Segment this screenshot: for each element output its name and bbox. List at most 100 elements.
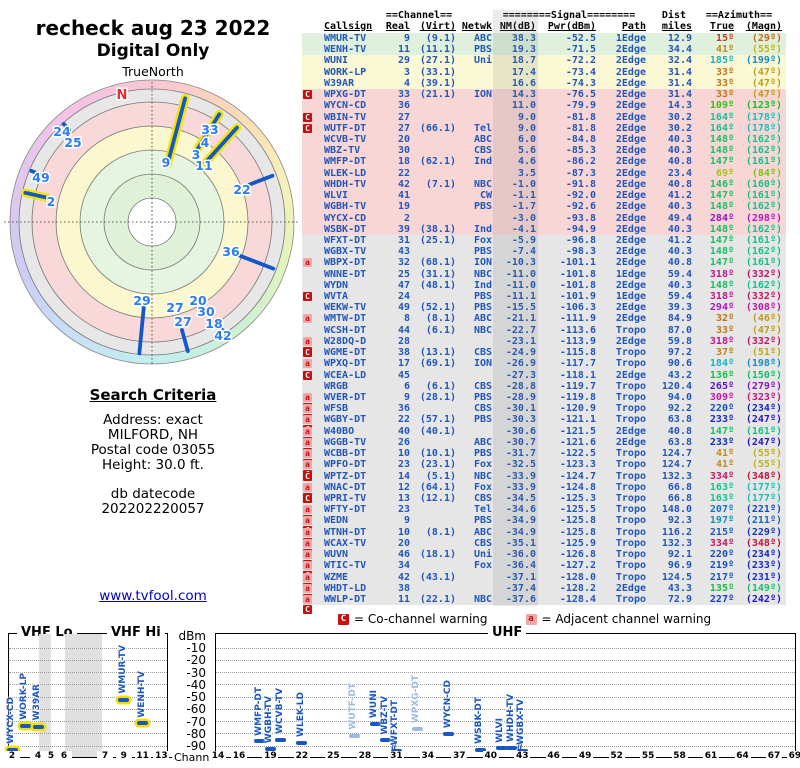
- true-azimuth-cell: 147º: [709, 190, 734, 202]
- channel-tick-label: 28: [356, 751, 373, 761]
- adjacent-channel-badge-icon: a: [303, 460, 312, 470]
- radar-channel-label: 20: [189, 293, 207, 308]
- station-label: WFXT-DT: [390, 699, 401, 745]
- magnetic-azimuth-cell: (348º): [745, 470, 782, 482]
- distance-cell: 40.8: [667, 257, 692, 269]
- table-row: aCWEDN 9 PBS -34.9 -125.8 Tropo 92.3 197º (211º): [302, 515, 786, 536]
- path-cell: Tropo: [615, 403, 646, 415]
- virtual-channel-cell: (69.1): [419, 358, 456, 370]
- table-row: WRGB 6 (6.1) CBS -28.8 -119.7 Tropo 120.4 265º (2…: [302, 380, 786, 392]
- col-nm: NM(dB): [499, 21, 536, 32]
- true-azimuth-cell: 148º: [709, 201, 734, 213]
- table-row: aCWUVN 46 (18.1) Uni -36.0 -126.8 Tropo 92.1 220…: [302, 549, 786, 570]
- warning-flags: [302, 100, 324, 111]
- search-criteria-heading: Search Criteria: [89, 386, 217, 404]
- distance-cell: 40.3: [667, 145, 692, 157]
- distance-cell: 34.4: [667, 44, 692, 56]
- power-dbm-cell: -86.2: [565, 156, 596, 168]
- warning-flags: aC: [302, 572, 324, 592]
- power-dbm-cell: -123.3: [559, 459, 596, 471]
- true-azimuth-cell: 147º: [709, 425, 734, 437]
- callsign-cell: WGME-DT: [324, 347, 367, 359]
- callsign-cell: WWLP-DT: [324, 593, 367, 605]
- distance-cell: 66.8: [667, 481, 692, 493]
- virtual-channel-cell: (9.1): [425, 33, 456, 44]
- adjacent-channel-badge-icon: a: [303, 594, 312, 604]
- true-azimuth-cell: 220º: [709, 549, 734, 561]
- table-row: WGBX-TV 43 PBS -7.4 -98.3 2Edge 40.3 148º (162º): [302, 246, 786, 258]
- power-dbm-cell: -126.8: [559, 549, 596, 561]
- power-dbm-cell: -118.1: [559, 369, 596, 381]
- magnetic-azimuth-cell: (84º): [751, 167, 782, 179]
- distance-cell: 120.4: [661, 380, 692, 392]
- dbm-gridline: [9, 647, 167, 649]
- distance-cell: 31.4: [667, 77, 692, 89]
- true-azimuth-cell: 41º: [715, 459, 734, 471]
- channel-tick-label: 13: [153, 751, 170, 761]
- tvfool-link[interactable]: www.tvfool.com: [99, 588, 207, 604]
- nm-db-cell: -1.7: [511, 201, 536, 213]
- magnetic-azimuth-cell: (348º): [745, 537, 782, 549]
- station-label: WBZ-TV: [379, 695, 390, 735]
- power-dbm-cell: -101.1: [559, 257, 596, 269]
- callsign-cell: WCEA-LD: [324, 369, 367, 381]
- warning-flags: C: [302, 291, 324, 302]
- adjacent-channel-legend-text: = Adjacent channel warning: [541, 612, 712, 626]
- path-cell: 2Edge: [615, 156, 646, 168]
- virtual-channel-cell: (48.1): [419, 279, 456, 291]
- true-azimuth-cell: 184º: [709, 358, 734, 370]
- table-row: aCWNAC-DT12(64.1)Fox-33.9-124.8Tropo66.8…: [302, 481, 786, 502]
- uhf-panel: UHF: [215, 625, 796, 757]
- magnetic-azimuth-cell: (161º): [745, 156, 782, 168]
- station-label: WORK-LP: [19, 672, 29, 720]
- distance-cell: 23.4: [667, 167, 692, 179]
- table-row: WLVI 41 CW -1.1 -92.0 2Edge 41.2 147º (161º): [302, 190, 786, 202]
- true-azimuth-cell: 147º: [709, 156, 734, 168]
- warning-flags: [302, 67, 324, 78]
- real-channel-cell: 27: [397, 111, 410, 123]
- distance-cell: 40.3: [667, 246, 692, 258]
- real-channel-cell: 28: [397, 335, 410, 347]
- magnetic-azimuth-cell: (149º): [745, 582, 782, 594]
- distance-cell: 43.2: [667, 369, 692, 381]
- radar-station-marker: [165, 96, 188, 166]
- warning-flags: [302, 156, 324, 167]
- nm-db-cell: -35.1: [505, 537, 536, 549]
- magnetic-azimuth-cell: (177º): [745, 492, 782, 504]
- col-real: Real: [385, 21, 410, 32]
- distance-cell: 40.8: [667, 178, 692, 190]
- warning-flags: C: [302, 370, 324, 381]
- power-dbm-cell: -128.0: [559, 571, 596, 583]
- nm-db-cell: -37.4: [505, 582, 536, 594]
- network-cell: PBS: [473, 291, 492, 303]
- magnetic-azimuth-cell: (234º): [745, 403, 782, 415]
- callsign-cell: WVER-DT: [324, 392, 367, 403]
- magnetic-azimuth-cell: (199º): [745, 55, 782, 67]
- nm-db-cell: -32.5: [505, 459, 536, 471]
- true-azimuth-cell: 215º: [709, 526, 734, 538]
- network-cell: ABC: [473, 526, 492, 538]
- callsign-cell: WFXT-DT: [324, 234, 367, 246]
- real-channel-cell: 44: [397, 324, 410, 336]
- callsign-cell: WGBH-TV: [324, 201, 367, 213]
- virtual-channel-cell: [410, 168, 456, 179]
- virtual-channel-cell: (62.1): [419, 156, 456, 168]
- warning-flags: C: [302, 123, 324, 134]
- power-dbm-cell: -125.3: [559, 492, 596, 504]
- table-row: aCWFTY-DT 23 Tel -34.6 -125.5 Tropo 148.0 207º (…: [302, 504, 786, 525]
- virtual-channel-cell: (12.1): [419, 492, 456, 504]
- nm-db-cell: -4.1: [511, 223, 536, 235]
- radar-station-marker: [218, 325, 227, 336]
- path-cell: Tropo: [615, 392, 646, 403]
- real-channel-cell: 3: [403, 66, 410, 78]
- dbm-tick-label: -70: [186, 714, 206, 729]
- warning-flags: [302, 235, 324, 246]
- search-postal: Postal code 03055: [90, 442, 216, 458]
- true-azimuth-cell: 207º: [709, 504, 734, 516]
- path-cell: Tropo: [615, 448, 646, 460]
- table-row: a WMTW-DT 8 (8.1) ABC -21.1 -111.9 2Edge 84.9 32º…: [302, 313, 786, 325]
- virtual-channel-cell: [410, 201, 456, 212]
- dbm-gridline: [216, 721, 795, 722]
